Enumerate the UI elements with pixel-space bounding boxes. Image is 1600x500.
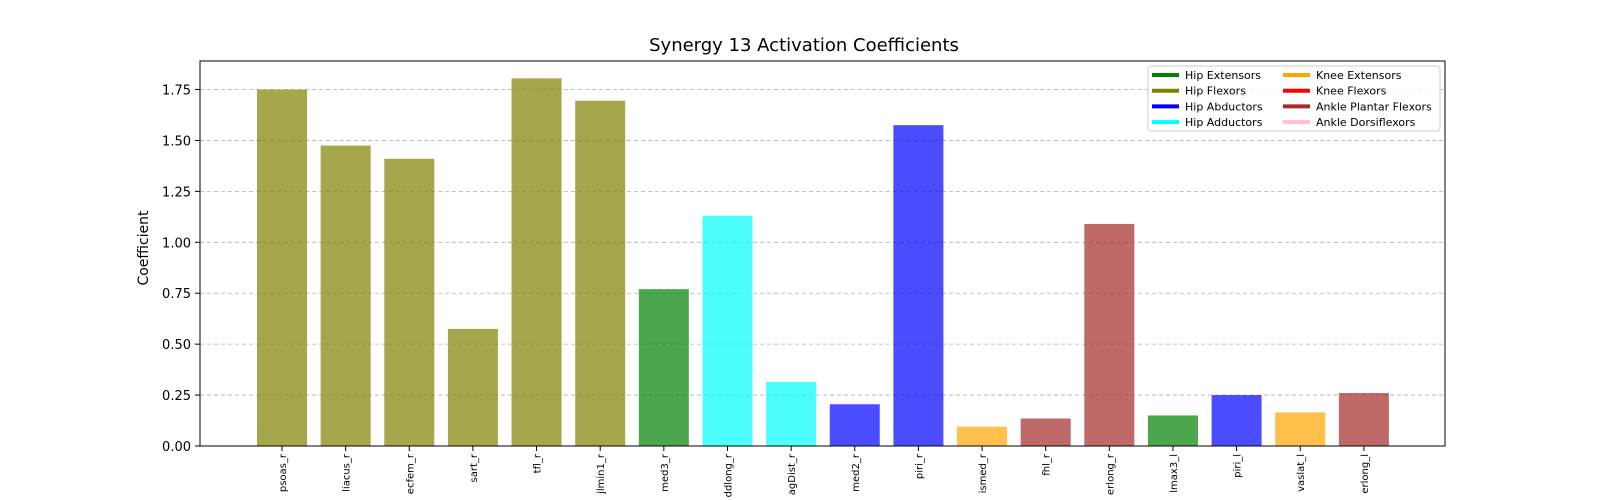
legend-label: Hip Abductors: [1185, 100, 1263, 113]
x-tick-label: erlong_l: [1360, 454, 1371, 494]
x-tick-label: jlmin1_r: [596, 453, 607, 495]
x-tick-label: piri_l: [1233, 454, 1244, 478]
x-tick-label: tfl_r: [533, 453, 544, 473]
legend: Hip Extensors Hip Flexors Hip Abductors Hip…: [1147, 65, 1441, 132]
bar: [957, 426, 1008, 446]
bar: [320, 145, 371, 446]
x-tick-label: ddlong_r: [723, 453, 734, 497]
legend-label: Knee Extensors: [1316, 69, 1402, 82]
chart-title: Synergy 13 Activation Coefficients: [649, 35, 959, 56]
x-tick-label: liacus_r: [342, 453, 353, 492]
bar: [766, 381, 817, 446]
x-tick-label: med3_r: [660, 453, 671, 492]
x-tick-label: sart_r: [469, 453, 480, 482]
legend-label: Knee Flexors: [1316, 85, 1387, 98]
x-tick-label: ecfem_r: [405, 453, 416, 494]
bar: [638, 289, 689, 446]
legend-label: Hip Flexors: [1185, 85, 1246, 98]
legend-box: [1147, 65, 1441, 132]
y-tick-label: 0.25: [162, 389, 191, 404]
x-axis-ticks: psoas_r liacus_r ecfem_r sart_r tfl_r jlmin1_…: [278, 446, 1371, 497]
x-tick-label: piri_r: [914, 453, 925, 479]
x-tick-label: med2_r: [851, 453, 862, 492]
y-tick-label: 1.00: [162, 236, 191, 251]
bar: [893, 125, 944, 447]
bar: [1020, 418, 1071, 446]
plot-frame: [199, 60, 1446, 447]
y-tick-label: 0.75: [162, 287, 191, 302]
legend-label: Hip Adductors: [1185, 116, 1263, 129]
bar: [575, 100, 626, 446]
x-tick-label: erlong_r: [1105, 453, 1116, 495]
bar: [1275, 412, 1326, 446]
bar: [1338, 393, 1389, 446]
y-tick-label: 1.50: [162, 134, 191, 149]
y-tick-label: 1.25: [162, 185, 191, 200]
bars: [257, 78, 1389, 447]
legend-label: Ankle Dorsiflexors: [1316, 116, 1416, 129]
x-tick-label: agDist_r: [787, 453, 798, 495]
bar: [1084, 223, 1135, 446]
bar: [829, 404, 880, 446]
y-tick-label: 1.75: [162, 84, 191, 99]
bar: [1147, 415, 1198, 446]
y-tick-label: 0.00: [162, 440, 191, 455]
bar: [1211, 395, 1262, 446]
legend-label: Hip Extensors: [1185, 69, 1261, 82]
bar: [511, 78, 562, 446]
x-tick-label: psoas_r: [278, 453, 289, 492]
x-tick-label: fhl_r: [1042, 453, 1053, 476]
x-tick-label: vaslat_l: [1296, 454, 1307, 492]
x-tick-label: lmax3_l: [1169, 454, 1180, 493]
legend-label: Ankle Plantar Flexors: [1316, 100, 1432, 113]
x-tick-label: ismed_r: [978, 453, 989, 493]
y-axis-ticks: 0.00 0.25 0.50 0.75 1.00 1.25 1.50 1.75: [162, 84, 200, 455]
y-axis-label: Coefficient: [136, 210, 152, 286]
bar: [257, 89, 307, 446]
bar: [702, 215, 753, 446]
bar: [447, 328, 498, 446]
y-tick-label: 0.50: [162, 338, 191, 353]
bar: [384, 158, 435, 446]
